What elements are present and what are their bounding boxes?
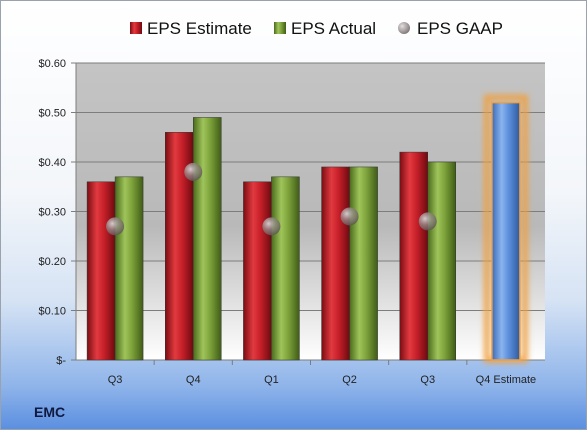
marker-eps-gaap[interactable] <box>106 217 125 236</box>
y-tick-label: $0.60 <box>38 58 66 70</box>
marker-eps-gaap[interactable] <box>262 217 281 236</box>
y-tick-label: $0.50 <box>38 108 66 120</box>
y-tick-label: $0.10 <box>38 306 66 318</box>
x-tick-label: Q3 <box>108 374 123 386</box>
y-tick-label: $0.20 <box>38 256 66 268</box>
legend-swatch-eps-gaap <box>398 22 410 34</box>
bar-eps-actual[interactable] <box>349 166 378 361</box>
y-tick-label: $0.30 <box>38 207 66 219</box>
legend-label-eps-gaap: EPS GAAP <box>417 19 503 38</box>
legend-swatch-eps-estimate <box>130 22 142 34</box>
company-name: EMC <box>34 404 65 420</box>
marker-eps-gaap[interactable] <box>340 207 359 226</box>
bar-eps-estimate[interactable] <box>399 151 428 361</box>
y-tick-label: $0.40 <box>38 157 66 169</box>
y-tick-label: $- <box>56 355 66 367</box>
plot-area: $- $0.10 $0.20 $0.30 $0.40 $0.50 $0.60 Q3 Q4 Q1 Q2… <box>38 58 545 386</box>
legend-item-eps-gaap[interactable]: EPS GAAP <box>398 19 503 38</box>
marker-eps-gaap[interactable] <box>184 162 203 181</box>
bar-eps-actual[interactable] <box>193 117 222 361</box>
bar-eps-actual[interactable] <box>427 161 456 361</box>
legend-label-eps-estimate: EPS Estimate <box>147 19 252 38</box>
legend-item-eps-actual[interactable]: EPS Actual <box>274 19 376 38</box>
legend: EPS Estimate EPS Actual EPS GAAP <box>130 19 503 38</box>
x-tick-label: Q4 Estimate <box>476 374 537 386</box>
bar-q4-estimate[interactable] <box>491 101 521 361</box>
x-tick-label: Q4 <box>186 374 201 386</box>
legend-item-eps-estimate[interactable]: EPS Estimate <box>130 19 252 38</box>
bar-eps-actual[interactable] <box>114 176 144 361</box>
bar-eps-estimate[interactable] <box>321 166 350 361</box>
marker-eps-gaap[interactable] <box>418 212 437 231</box>
legend-swatch-eps-actual <box>274 22 286 34</box>
bar-eps-estimate[interactable] <box>86 181 116 361</box>
x-tick-label: Q2 <box>342 374 357 386</box>
legend-label-eps-actual: EPS Actual <box>291 19 376 38</box>
bar-eps-actual[interactable] <box>271 176 300 361</box>
x-tick-label: Q1 <box>264 374 279 386</box>
x-tick-label: Q3 <box>420 374 435 386</box>
bar-eps-estimate[interactable] <box>243 181 272 361</box>
